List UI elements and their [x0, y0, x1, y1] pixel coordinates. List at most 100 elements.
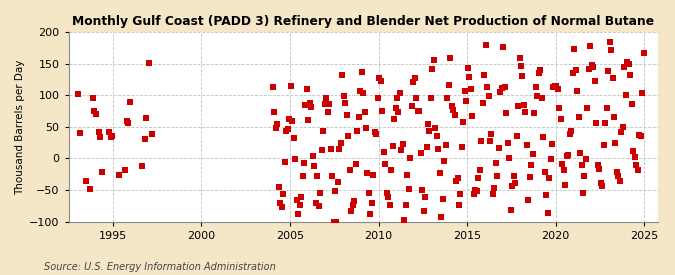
Point [404, 187, 414, 191]
Point [408, 80, 418, 84]
Point [523, 197, 534, 202]
Point [593, 163, 603, 167]
Point [310, 201, 321, 205]
Point [547, 142, 558, 146]
Point [588, 65, 599, 69]
Point [296, 194, 306, 199]
Point [429, 57, 439, 62]
Point [564, 131, 575, 136]
Point [533, 71, 544, 76]
Point [120, 167, 131, 172]
Point [578, 190, 589, 195]
Point [309, 164, 320, 169]
Point [618, 125, 628, 129]
Point [313, 204, 324, 208]
Point [286, 84, 296, 88]
Point [563, 152, 574, 157]
Point [451, 178, 462, 183]
Point [591, 120, 601, 125]
Point [486, 132, 497, 136]
Point [300, 103, 311, 107]
Point [480, 43, 491, 47]
Point [284, 117, 295, 122]
Point [613, 174, 624, 178]
Point [491, 161, 502, 166]
Point [556, 117, 566, 121]
Point [402, 173, 412, 177]
Point [333, 180, 344, 185]
Point [416, 188, 427, 192]
Point [122, 119, 132, 123]
Point [360, 126, 371, 130]
Point [312, 174, 323, 178]
Point [531, 84, 541, 89]
Point [306, 105, 317, 109]
Point [448, 108, 458, 112]
Point [136, 164, 147, 169]
Point [331, 219, 342, 224]
Point [585, 44, 596, 48]
Point [423, 122, 433, 126]
Point [539, 170, 550, 174]
Point [267, 85, 278, 90]
Point [293, 212, 304, 216]
Point [445, 56, 456, 60]
Point [381, 191, 392, 195]
Point [139, 136, 150, 141]
Point [342, 112, 352, 117]
Point [543, 176, 554, 180]
Point [348, 203, 358, 207]
Point [511, 133, 522, 138]
Point [123, 120, 134, 125]
Point [431, 134, 442, 138]
Point [369, 130, 380, 134]
Point [414, 108, 425, 113]
Point [146, 132, 157, 137]
Point [517, 73, 528, 78]
Point [321, 96, 331, 100]
Point [614, 179, 625, 183]
Point [325, 147, 336, 151]
Point [88, 96, 99, 100]
Point [384, 203, 395, 207]
Point [462, 66, 473, 70]
Point [626, 102, 637, 106]
Point [288, 136, 299, 140]
Point [476, 139, 487, 144]
Point [105, 135, 116, 139]
Point [93, 130, 104, 134]
Point [456, 145, 467, 149]
Point [600, 121, 611, 125]
Point [538, 135, 549, 139]
Y-axis label: Thousand Barrels per Day: Thousand Barrels per Day [15, 59, 25, 194]
Point [359, 110, 370, 114]
Point [604, 40, 615, 44]
Point [335, 141, 346, 145]
Point [383, 194, 394, 199]
Point [477, 101, 488, 105]
Point [610, 141, 621, 145]
Text: Source: U.S. Energy Information Administration: Source: U.S. Energy Information Administ… [44, 262, 275, 272]
Point [90, 112, 101, 116]
Point [514, 56, 525, 60]
Point [95, 135, 106, 140]
Point [597, 184, 608, 188]
Point [291, 197, 302, 202]
Point [580, 156, 591, 161]
Point [387, 144, 398, 148]
Point [529, 111, 540, 116]
Point [430, 126, 441, 131]
Point [277, 205, 288, 210]
Point [551, 84, 562, 88]
Point [601, 106, 612, 110]
Point [638, 51, 649, 55]
Point [380, 161, 391, 166]
Point [605, 48, 616, 52]
Point [471, 189, 482, 194]
Point [616, 130, 627, 134]
Point [84, 187, 95, 191]
Point [304, 101, 315, 105]
Point [625, 73, 636, 77]
Point [443, 83, 454, 88]
Point [364, 191, 375, 195]
